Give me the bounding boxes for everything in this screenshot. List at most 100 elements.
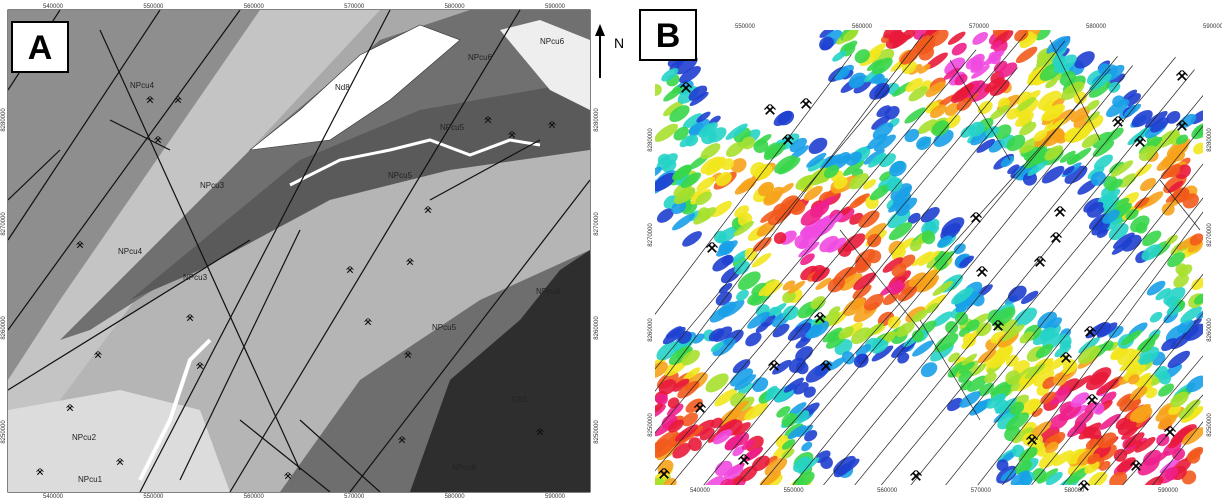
anomaly-patch bbox=[990, 40, 1003, 50]
anomaly-patch bbox=[668, 419, 684, 433]
unit-label: NPcu4 bbox=[118, 247, 143, 256]
anomaly-patch bbox=[718, 282, 733, 294]
anomaly-patch bbox=[1077, 345, 1101, 364]
anomaly-patch bbox=[1146, 280, 1166, 296]
anomaly-patch bbox=[782, 280, 796, 291]
anomaly-patch bbox=[715, 172, 732, 187]
handle bbox=[765, 105, 775, 115]
anomaly-patch bbox=[989, 104, 1010, 120]
anomaly-patch bbox=[996, 459, 1009, 471]
anomaly-patch bbox=[695, 191, 712, 206]
anomaly-patch bbox=[1193, 142, 1203, 155]
anomaly-patch bbox=[815, 277, 832, 290]
anomaly-patch bbox=[944, 57, 966, 75]
handle bbox=[739, 455, 749, 465]
mine-symbol bbox=[706, 242, 718, 253]
anomaly-patch bbox=[713, 230, 727, 244]
mine-symbol bbox=[76, 241, 84, 249]
anomaly-patch bbox=[717, 301, 736, 317]
handle bbox=[407, 259, 414, 266]
anomaly-patch bbox=[688, 437, 702, 452]
anomaly-patch bbox=[883, 30, 905, 39]
anomaly-patch bbox=[958, 361, 975, 374]
handle bbox=[1051, 233, 1061, 243]
anomaly-patch bbox=[843, 40, 858, 52]
anomaly-patch bbox=[808, 169, 828, 186]
anomaly-patch bbox=[1174, 188, 1189, 203]
head bbox=[658, 468, 670, 474]
anomaly-patch bbox=[1018, 137, 1040, 154]
anomaly-patch bbox=[655, 442, 675, 458]
anomaly-patch bbox=[1134, 437, 1156, 453]
anomaly-patch bbox=[1062, 359, 1078, 373]
anomaly-patch bbox=[671, 200, 687, 215]
anomaly-patch bbox=[985, 125, 1000, 138]
anomaly-patch bbox=[1053, 54, 1077, 73]
anomaly-patch bbox=[795, 361, 809, 375]
unit-label: NPcu5 bbox=[388, 171, 413, 180]
anomaly-patch bbox=[752, 377, 769, 392]
anomaly-patch bbox=[783, 377, 804, 393]
anomaly-patch bbox=[1102, 198, 1116, 211]
handle bbox=[659, 469, 669, 479]
anomaly-patch bbox=[661, 68, 679, 82]
anomaly-patch bbox=[800, 226, 812, 236]
coordinate-label: 580000 bbox=[445, 4, 466, 10]
anomaly-patch bbox=[1092, 140, 1115, 157]
anomaly-patch bbox=[1180, 306, 1202, 323]
mine-symbol bbox=[820, 360, 832, 371]
anomaly-patch bbox=[1167, 252, 1186, 268]
handle bbox=[425, 207, 432, 214]
unit-area bbox=[500, 20, 590, 110]
handle bbox=[1135, 137, 1145, 147]
anomaly-patch bbox=[1157, 414, 1177, 430]
mine-symbol bbox=[970, 212, 982, 223]
anomaly-patch bbox=[680, 172, 702, 189]
mine-symbol bbox=[94, 351, 102, 359]
mine-symbol bbox=[1026, 434, 1038, 445]
anomaly-patch bbox=[724, 435, 743, 451]
anomaly-patch bbox=[1009, 401, 1025, 416]
unit-label: NPcu6 bbox=[452, 463, 477, 472]
anomaly-patch bbox=[763, 142, 786, 160]
anomaly-patch bbox=[708, 328, 725, 342]
mine-symbol bbox=[768, 360, 780, 371]
anomaly-patch bbox=[960, 380, 973, 391]
anomaly-patch bbox=[1168, 180, 1184, 193]
anomaly-patch bbox=[714, 388, 738, 407]
fault bbox=[8, 149, 61, 201]
anomaly-patch bbox=[734, 260, 750, 275]
mine-symbol bbox=[1112, 116, 1124, 127]
coordinate-label: 540000 bbox=[690, 488, 711, 494]
anomaly-patch bbox=[772, 323, 790, 338]
anomaly-patch bbox=[763, 190, 782, 206]
anomaly-patch bbox=[1088, 80, 1111, 98]
anomaly-patch bbox=[842, 297, 866, 316]
anomaly-patch bbox=[715, 291, 732, 306]
fault bbox=[670, 67, 1018, 485]
mine-symbols bbox=[658, 70, 1188, 491]
head bbox=[970, 212, 982, 218]
coordinate-label: 560000 bbox=[852, 24, 873, 30]
anomaly-patch bbox=[925, 52, 948, 70]
fault bbox=[139, 10, 391, 492]
fault bbox=[239, 419, 331, 492]
anomaly-patch bbox=[677, 330, 692, 344]
unit-label: NPcu6 bbox=[540, 37, 565, 46]
anomaly-patch bbox=[1005, 370, 1021, 385]
anomaly-patch bbox=[712, 429, 733, 445]
coordinate-label: 550000 bbox=[784, 488, 805, 494]
panel-a: NPcu4 NPcu6 Nd8 NPcu6 NPcu5 NPcu3 NPcu5 … bbox=[7, 9, 624, 493]
mine-symbol bbox=[694, 402, 706, 413]
anomaly-patch bbox=[1160, 163, 1181, 180]
head bbox=[706, 242, 718, 248]
anomaly-patch bbox=[1116, 457, 1136, 473]
anomaly-patch bbox=[1112, 232, 1135, 249]
unit-label: NPcu1 bbox=[78, 475, 103, 484]
anomaly-patch bbox=[751, 282, 767, 296]
anomaly-patch bbox=[940, 223, 961, 241]
fault bbox=[1094, 355, 1203, 485]
mine-symbol bbox=[782, 134, 794, 145]
handle bbox=[285, 473, 292, 480]
anomaly-patch bbox=[853, 353, 869, 368]
